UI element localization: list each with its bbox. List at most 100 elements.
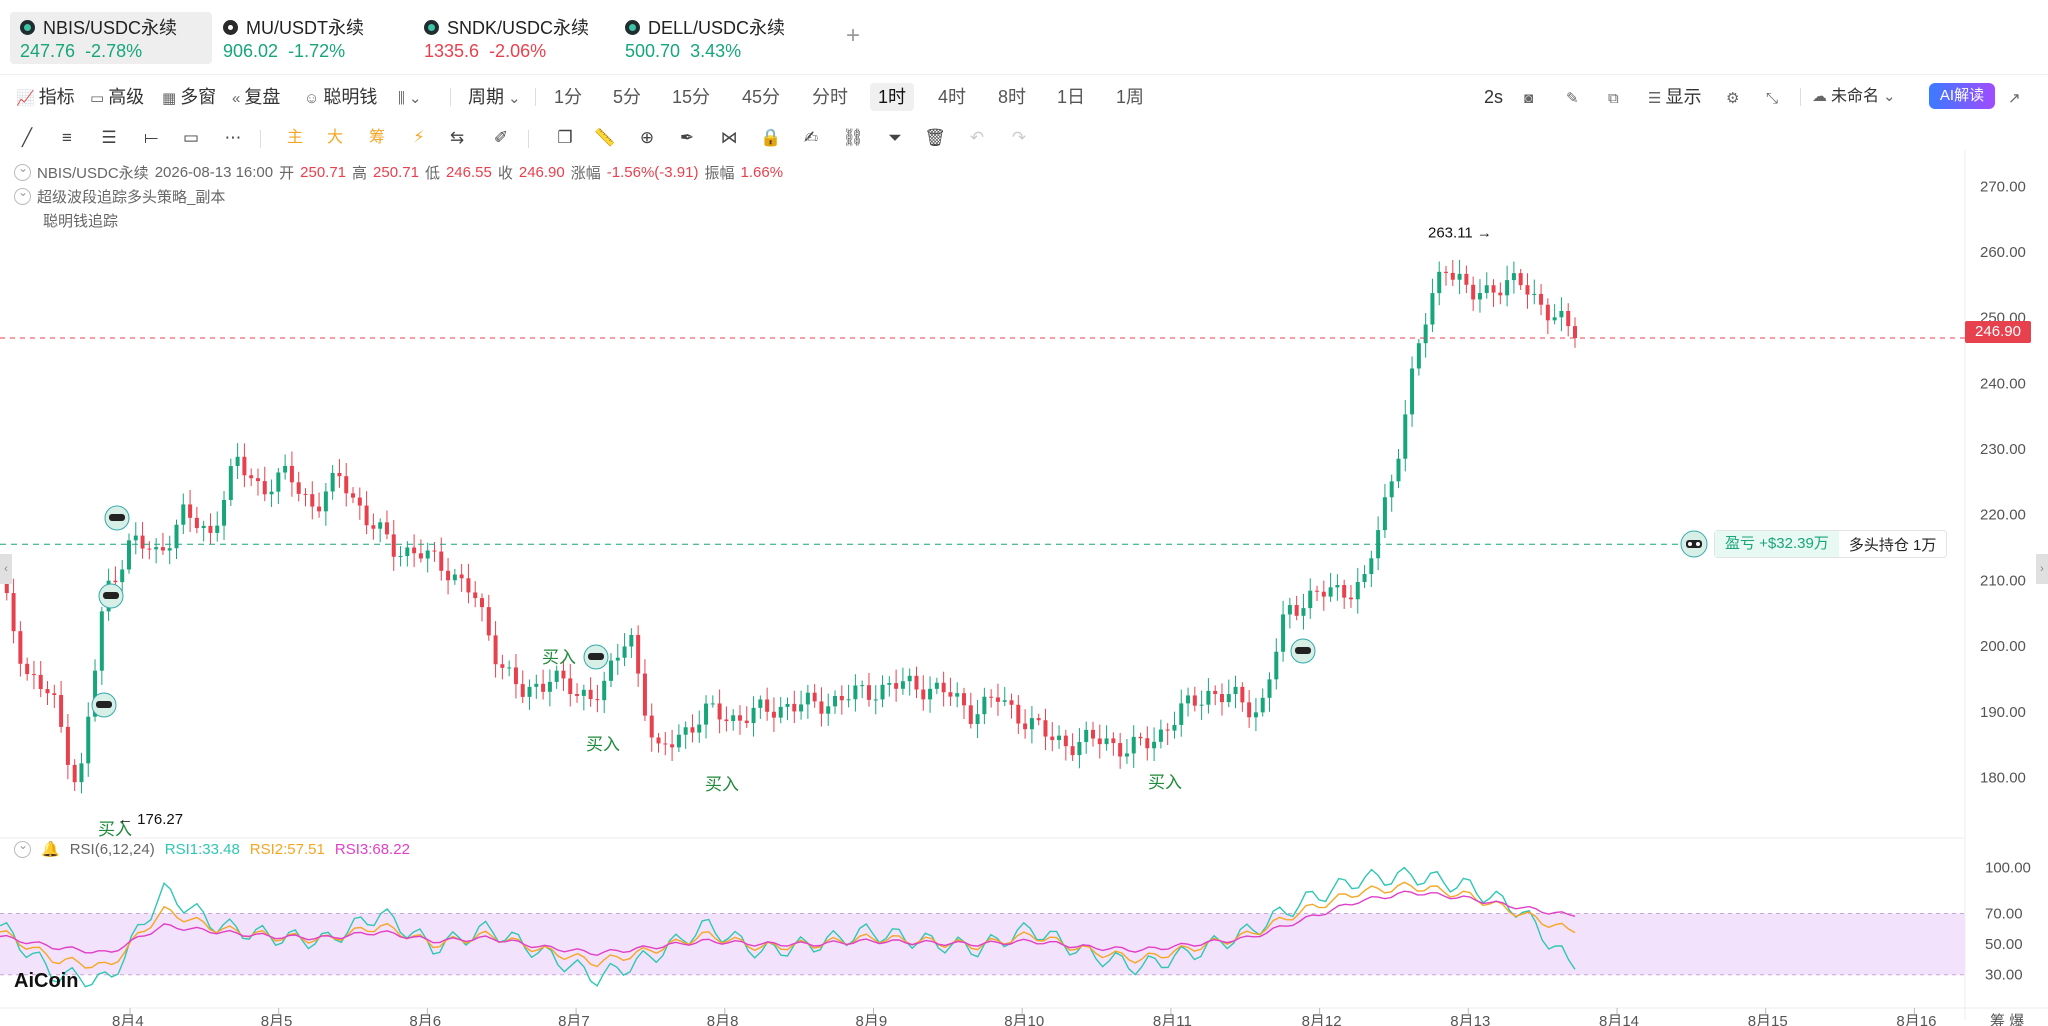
candle-body — [1450, 272, 1455, 280]
candle-body — [928, 688, 933, 700]
candle-body — [1416, 343, 1421, 369]
period-1h[interactable]: 1时 — [870, 83, 915, 111]
candle-body — [1545, 304, 1550, 321]
rectangle-icon[interactable]: ▭ — [182, 128, 200, 147]
large-order-icon[interactable]: 大 — [326, 129, 343, 146]
replay-button[interactable]: «复盘 — [232, 87, 281, 107]
candle-body — [439, 551, 444, 571]
symbol-tab-mu[interactable]: MU/USDT永续 906.02 -1.72% — [213, 12, 403, 64]
refresh-interval[interactable]: 2s — [1484, 87, 1504, 107]
candle-body — [561, 670, 566, 679]
candle-body — [846, 699, 851, 701]
candle-body — [425, 550, 430, 559]
share-window-icon[interactable]: ⧉ — [1608, 90, 1619, 107]
candle-body — [126, 540, 131, 570]
candle-body — [527, 686, 532, 697]
add-tab-button[interactable]: + — [846, 22, 861, 49]
edit-list-icon[interactable]: ✍ — [803, 128, 819, 147]
candle-body — [242, 456, 247, 476]
candle-body — [1097, 738, 1102, 745]
copy-icon[interactable]: ❐ — [557, 128, 573, 147]
strategy-indicator[interactable]: 超级波段追踪多头策略_副本 — [14, 185, 225, 207]
smart-money-button[interactable]: ☺ 聪明钱 — [304, 87, 378, 107]
strategy-sub: 聪明钱追踪 — [43, 210, 118, 231]
display-button[interactable]: ☰ 显示 — [1648, 87, 1702, 107]
magnet-icon[interactable]: ⋈ — [720, 128, 738, 147]
symbol-tab-sndk[interactable]: SNDK/USDC永续 1335.6 -2.06% — [414, 12, 604, 64]
candle-body — [486, 607, 491, 636]
period-timeline[interactable]: 分时 — [812, 87, 848, 107]
candle-body — [907, 675, 912, 682]
link-icon[interactable]: ⛓ — [842, 128, 864, 147]
compare-icon[interactable]: ⇆ — [449, 128, 465, 147]
magic-icon[interactable]: ⚡ — [413, 129, 425, 146]
rsi-tick-label: 50.00 — [1985, 936, 2023, 953]
buy-signal-label: 买入 — [705, 775, 739, 794]
candle-body — [1382, 497, 1387, 531]
candle-body — [357, 497, 362, 506]
candle-body — [839, 695, 844, 701]
right-collapse-handle[interactable]: › — [2036, 554, 2048, 584]
ai-analysis-button[interactable]: AI解读 — [1929, 83, 1995, 109]
date-tick-label: 8月4 — [112, 1013, 144, 1026]
left-collapse-handle[interactable]: ‹ — [0, 554, 12, 584]
parallel-lines-icon[interactable]: ≡ — [62, 128, 72, 147]
candle-body — [1016, 704, 1021, 724]
collapse-toggle-icon[interactable] — [14, 185, 31, 205]
undo-icon[interactable]: ↶ — [969, 128, 985, 147]
candle-body — [1484, 285, 1489, 294]
period-4h[interactable]: 4时 — [938, 87, 967, 107]
period-15m[interactable]: 15分 — [672, 87, 711, 107]
horizontal-ray-icon[interactable]: ⟝ — [143, 128, 159, 147]
advanced-button[interactable]: ▭ 高级 — [90, 87, 145, 107]
position-tag[interactable]: 盈亏 +$32.39万 多头持仓 1万 — [1714, 530, 1948, 558]
zoom-icon[interactable]: ⊕ — [639, 128, 655, 147]
symbol-name: DELL/USDC永续 — [648, 18, 786, 38]
period-1w[interactable]: 1周 — [1116, 87, 1145, 107]
period-1m[interactable]: 1分 — [554, 87, 583, 107]
candle-body — [1294, 605, 1299, 616]
settings-icon[interactable]: ⚙ — [1726, 90, 1740, 107]
period-dropdown[interactable]: 周期 ⌄ — [468, 87, 521, 107]
candle-body — [480, 598, 485, 608]
candle-body — [1057, 735, 1062, 741]
more-tools-icon[interactable]: ⋯ — [224, 128, 242, 147]
ruler-icon[interactable]: 📏 — [594, 128, 616, 147]
pencil-icon[interactable]: ✎ — [1566, 90, 1579, 107]
chart-type-button[interactable]: ⫼ ⌄ — [398, 83, 425, 111]
indicators-button[interactable]: 📈 指标 — [16, 87, 75, 107]
period-8h[interactable]: 8时 — [998, 87, 1027, 107]
external-link-icon[interactable]: ↗ — [2008, 90, 2021, 107]
fullscreen-icon[interactable]: ⤡ — [1766, 90, 1779, 107]
bell-icon[interactable]: 🔔 — [41, 841, 60, 858]
collapse-toggle-icon[interactable] — [14, 838, 31, 858]
symbol-tab-dell[interactable]: DELL/USDC永续 500.70 3.43% — [615, 12, 805, 64]
period-5m[interactable]: 5分 — [613, 87, 642, 107]
camera-icon[interactable]: ◙ — [1524, 90, 1534, 107]
redo-icon[interactable]: ↷ — [1011, 128, 1027, 147]
period-45m[interactable]: 45分 — [742, 87, 781, 107]
symbol-tab-nbis[interactable]: NBIS/USDC永续 247.76 -2.78% — [10, 12, 212, 64]
layout-dropdown[interactable]: ☁ 未命名 ⌄ — [1812, 88, 1896, 105]
filter-icon[interactable]: ⏷ — [888, 128, 902, 147]
marker-icon[interactable]: ✒ — [679, 128, 695, 147]
multi-window-button[interactable]: ▦ 多窗 — [162, 87, 217, 107]
candle-body — [670, 744, 675, 748]
candle-body — [18, 631, 23, 664]
trend-line-icon[interactable]: ╱ — [21, 128, 33, 147]
divider — [528, 130, 529, 148]
main-chart-icon[interactable]: 主 — [286, 129, 303, 146]
date-tick-label: 8月8 — [707, 1013, 739, 1026]
collapse-toggle-icon[interactable] — [14, 161, 31, 181]
candle-body — [676, 734, 681, 748]
period-1d[interactable]: 1日 — [1057, 87, 1086, 107]
rsi2-value: RSI2:57.51 — [249, 840, 325, 858]
rsi-label: RSI(6,12,24) — [69, 840, 155, 858]
lock-icon[interactable]: 🔒 — [760, 128, 782, 147]
brush-icon[interactable]: ✐ — [493, 128, 509, 147]
trash-icon[interactable]: 🗑 — [924, 128, 946, 147]
candle-body — [154, 547, 159, 550]
chip-distribution-icon[interactable]: 筹 — [368, 129, 385, 146]
horizontal-lines-icon[interactable]: ☰ — [101, 128, 117, 147]
